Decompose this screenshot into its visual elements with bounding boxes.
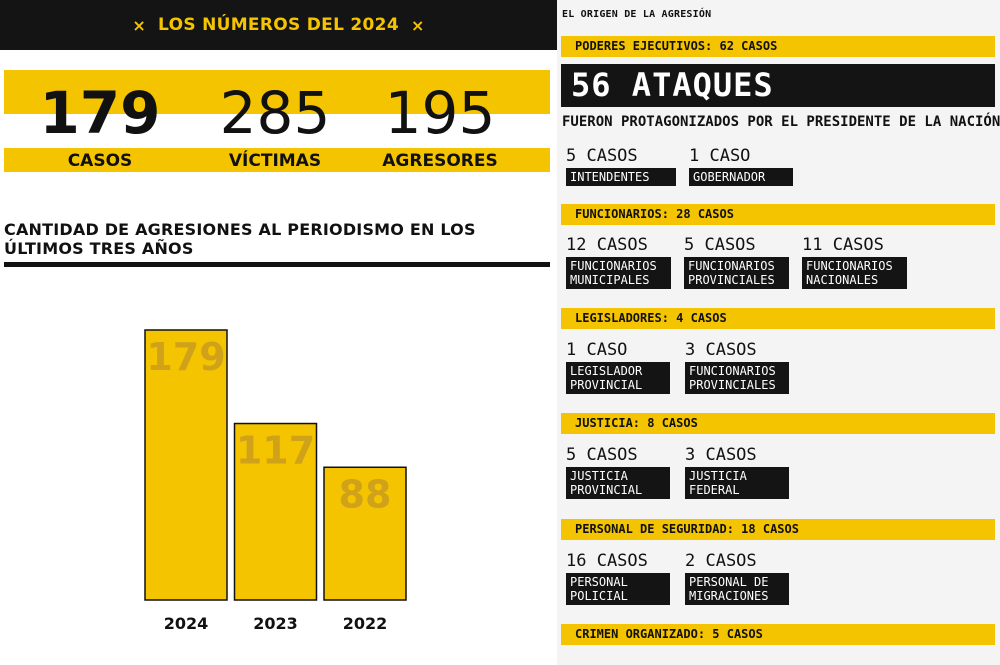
item-count: 5 CASOS <box>684 235 756 255</box>
item-legislators-officials: 3 CASOS FUNCIONARIOS PROVINCIALES <box>685 340 789 394</box>
x-mark-icon: × <box>132 15 147 35</box>
stat-cases-label: CASOS <box>67 151 133 171</box>
item-count: 1 CASO <box>689 146 751 166</box>
item-count: 11 CASOS <box>802 235 884 255</box>
item-security-police: 16 CASOS PERSONAL POLICIAL <box>566 551 670 605</box>
category-label: 2023 <box>253 614 298 633</box>
bar-2022 <box>323 466 407 601</box>
numbers-banner: × LOS NÚMEROS DEL 2024 × <box>0 0 557 50</box>
section-header-executive: PODERES EJECUTIVOS: 62 CASOS <box>561 36 995 57</box>
item-officials-provincial: 5 CASOS FUNCIONARIOS PROVINCIALES <box>684 235 789 289</box>
section-header-justice: JUSTICIA: 8 CASOS <box>561 413 995 434</box>
item-count: 1 CASO <box>566 340 628 360</box>
item-tag: FUNCIONARIOS NACIONALES <box>802 257 907 289</box>
item-tag: FUNCIONARIOS PROVINCIALES <box>684 257 789 289</box>
bar-2024 <box>144 329 228 601</box>
left-panel: × LOS NÚMEROS DEL 2024 × 179 285 195 CAS… <box>0 0 557 633</box>
item-intendentes: 5 CASOS INTENDENTES <box>566 146 676 186</box>
bar-2023 <box>233 422 318 601</box>
item-tag: FUNCIONARIOS PROVINCIALES <box>685 362 789 394</box>
right-panel: EL ORIGEN DE LA AGRESIÓN PODERES EJECUTI… <box>557 0 1000 665</box>
item-tag: INTENDENTES <box>566 168 676 186</box>
section-header-security: PERSONAL DE SEGURIDAD: 18 CASOS <box>561 519 995 540</box>
stat-victims-label: VÍCTIMAS <box>228 151 322 171</box>
president-attacks-subline: FUERON PROTAGONIZADOS POR EL PRESIDENTE … <box>562 114 1000 130</box>
x-mark-icon: × <box>410 15 425 35</box>
item-tag: JUSTICIA FEDERAL <box>685 467 789 499</box>
item-tag: JUSTICIA PROVINCIAL <box>566 467 670 499</box>
item-gobernador: 1 CASO GOBERNADOR <box>689 146 793 186</box>
president-attacks-headline: 56 ATAQUES <box>561 64 995 107</box>
chart-title: CANTIDAD DE AGRESIONES AL PERIODISMO EN … <box>4 220 476 258</box>
stat-aggressors-label: AGRESORES <box>382 151 498 171</box>
section-header-officials: FUNCIONARIOS: 28 CASOS <box>561 204 995 225</box>
stat-victims-value: 285 <box>219 79 331 147</box>
item-tag: PERSONAL POLICIAL <box>566 573 670 605</box>
bar-chart: 179 2024 117 2023 88 2022 <box>144 329 407 633</box>
item-count: 3 CASOS <box>685 445 757 465</box>
item-legislator-provincial: 1 CASO LEGISLADOR PROVINCIAL <box>566 340 670 394</box>
category-label: 2024 <box>164 614 209 633</box>
section-header-organized-crime: CRIMEN ORGANIZADO: 5 CASOS <box>561 624 995 645</box>
item-tag: FUNCIONARIOS MUNICIPALES <box>566 257 671 289</box>
item-tag: LEGISLADOR PROVINCIAL <box>566 362 670 394</box>
item-count: 2 CASOS <box>685 551 757 571</box>
item-justice-provincial: 5 CASOS JUSTICIA PROVINCIAL <box>566 445 670 499</box>
item-count: 3 CASOS <box>685 340 757 360</box>
item-count: 16 CASOS <box>566 551 648 571</box>
origin-kicker: EL ORIGEN DE LA AGRESIÓN <box>562 9 712 20</box>
bar-value-label: 117 <box>236 429 315 473</box>
item-count: 5 CASOS <box>566 146 638 166</box>
stats-highlight-band <box>4 70 550 114</box>
item-officials-national: 11 CASOS FUNCIONARIOS NACIONALES <box>802 235 907 289</box>
item-officials-municipal: 12 CASOS FUNCIONARIOS MUNICIPALES <box>566 235 671 289</box>
stats-label-band <box>4 148 550 172</box>
banner-title: LOS NÚMEROS DEL 2024 <box>158 15 399 35</box>
stat-aggressors-value: 195 <box>384 79 496 147</box>
title-divider <box>4 262 550 267</box>
item-tag: GOBERNADOR <box>689 168 793 186</box>
section-header-legislators: LEGISLADORES: 4 CASOS <box>561 308 995 329</box>
item-security-migration: 2 CASOS PERSONAL DE MIGRACIONES <box>685 551 789 605</box>
item-count: 5 CASOS <box>566 445 638 465</box>
bar-value-label: 179 <box>146 335 225 379</box>
item-count: 12 CASOS <box>566 235 648 255</box>
bar-value-label: 88 <box>339 472 392 516</box>
item-tag: PERSONAL DE MIGRACIONES <box>685 573 789 605</box>
category-label: 2022 <box>343 614 388 633</box>
stat-cases-value: 179 <box>39 79 161 147</box>
item-justice-federal: 3 CASOS JUSTICIA FEDERAL <box>685 445 789 499</box>
